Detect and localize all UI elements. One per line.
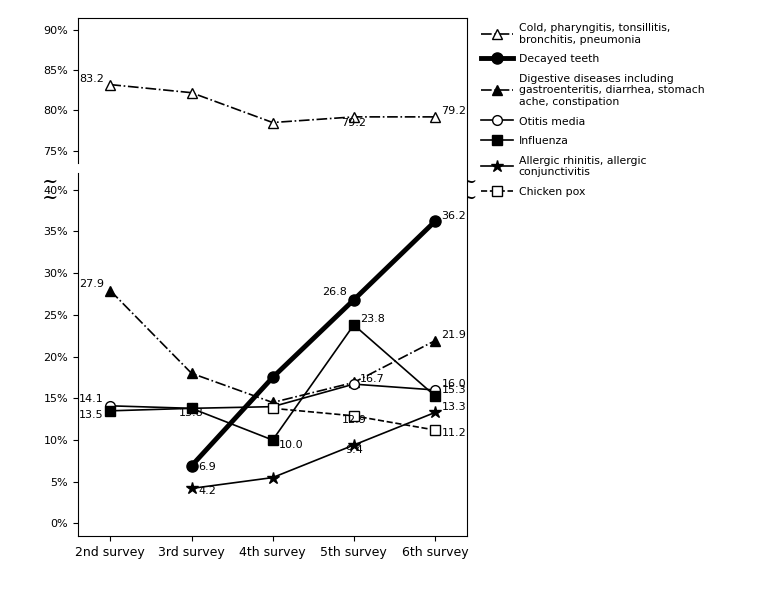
Text: ~: ~ xyxy=(461,173,478,191)
Text: 9.4: 9.4 xyxy=(345,445,363,455)
Text: 6.9: 6.9 xyxy=(198,462,216,472)
Text: 79.2: 79.2 xyxy=(442,107,467,117)
Text: ~: ~ xyxy=(41,173,58,191)
Text: 4.2: 4.2 xyxy=(198,487,216,497)
Text: 15.3: 15.3 xyxy=(442,385,466,395)
Text: 14.1: 14.1 xyxy=(79,395,104,405)
Text: ~: ~ xyxy=(461,188,478,207)
Text: 13.8: 13.8 xyxy=(179,408,204,418)
Text: 27.9: 27.9 xyxy=(79,279,104,289)
Text: 36.2: 36.2 xyxy=(442,211,466,221)
Text: 23.8: 23.8 xyxy=(360,315,385,325)
Text: 10.0: 10.0 xyxy=(279,439,304,449)
Text: 83.2: 83.2 xyxy=(79,74,104,84)
Text: 13.5: 13.5 xyxy=(79,411,104,421)
Text: 26.8: 26.8 xyxy=(323,287,347,297)
Text: 79.2: 79.2 xyxy=(341,118,366,128)
Text: 13.3: 13.3 xyxy=(442,402,466,412)
Text: 16.7: 16.7 xyxy=(360,373,385,383)
Text: 11.2: 11.2 xyxy=(442,428,466,438)
Text: 12.9: 12.9 xyxy=(341,415,366,425)
Text: ~: ~ xyxy=(41,188,58,207)
Legend: Cold, pharyngitis, tonsillitis,
bronchitis, pneumonia, Decayed teeth, Digestive : Cold, pharyngitis, tonsillitis, bronchit… xyxy=(481,23,704,197)
Text: 16.0: 16.0 xyxy=(442,379,466,389)
Text: 21.9: 21.9 xyxy=(442,330,467,340)
